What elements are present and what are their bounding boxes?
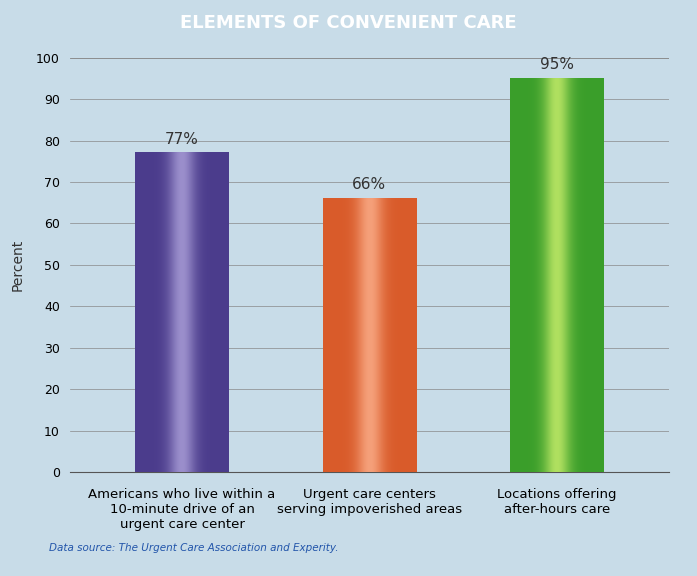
Bar [323,199,416,472]
Text: 66%: 66% [353,177,386,192]
Bar [135,153,229,472]
Y-axis label: Percent: Percent [11,239,25,291]
Text: 77%: 77% [165,132,199,147]
Text: 95%: 95% [539,57,574,72]
Text: ELEMENTS OF CONVENIENT CARE: ELEMENTS OF CONVENIENT CARE [181,14,516,32]
Bar [510,78,604,472]
Text: Data source: The Urgent Care Association and Experity.: Data source: The Urgent Care Association… [49,543,338,553]
